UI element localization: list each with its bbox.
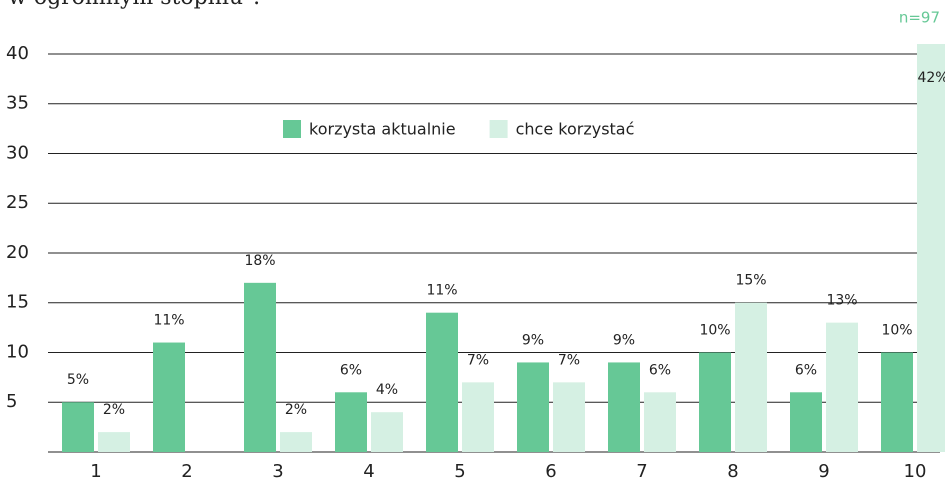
bar bbox=[371, 412, 403, 452]
bar bbox=[917, 44, 945, 452]
y-tick-label: 15 bbox=[6, 292, 29, 313]
bar bbox=[881, 352, 913, 452]
y-tick-label: 10 bbox=[6, 341, 29, 362]
value-label: 15% bbox=[735, 273, 766, 289]
x-tick-label: 3 bbox=[272, 461, 283, 482]
value-label: 6% bbox=[340, 362, 362, 378]
bar bbox=[280, 432, 312, 452]
x-tick-label: 5 bbox=[454, 461, 465, 482]
bar bbox=[335, 392, 367, 452]
x-tick-label: 4 bbox=[363, 461, 374, 482]
legend-swatch bbox=[283, 120, 301, 138]
bar bbox=[62, 402, 94, 452]
y-tick-label: 20 bbox=[6, 242, 29, 263]
y-tick-label: 25 bbox=[6, 192, 29, 213]
value-label: 18% bbox=[244, 253, 275, 269]
bar bbox=[244, 282, 276, 452]
value-label: 2% bbox=[103, 402, 125, 418]
value-label: 13% bbox=[826, 293, 857, 309]
bar bbox=[153, 342, 185, 452]
value-label: 11% bbox=[153, 313, 184, 329]
bar bbox=[826, 322, 858, 452]
bar bbox=[98, 432, 130, 452]
bar bbox=[644, 392, 676, 452]
value-label: 5% bbox=[67, 372, 89, 388]
value-label: 10% bbox=[699, 322, 730, 338]
x-tick-label: 1 bbox=[90, 461, 101, 482]
value-label: 6% bbox=[795, 362, 817, 378]
x-tick-label: 7 bbox=[636, 461, 647, 482]
value-label: 6% bbox=[649, 362, 671, 378]
value-label: 2% bbox=[285, 402, 307, 418]
sample-size: n=97 bbox=[899, 9, 940, 27]
bar bbox=[462, 382, 494, 452]
legend-label: chce korzystać bbox=[516, 120, 635, 139]
bar bbox=[553, 382, 585, 452]
bar bbox=[608, 362, 640, 452]
x-tick-label: 9 bbox=[818, 461, 829, 482]
legend-label: korzysta aktualnie bbox=[309, 120, 456, 139]
x-tick-label: 10 bbox=[904, 461, 927, 482]
value-label: 42% bbox=[917, 70, 945, 86]
x-tick-label: 8 bbox=[727, 461, 738, 482]
bar bbox=[426, 312, 458, 452]
chart-title: w ogromnym stopniu". bbox=[8, 0, 260, 10]
value-label: 4% bbox=[376, 382, 398, 398]
y-tick-label: 40 bbox=[6, 43, 29, 64]
y-tick-label: 35 bbox=[6, 93, 29, 114]
bar bbox=[699, 352, 731, 452]
x-tick-label: 2 bbox=[181, 461, 192, 482]
bar bbox=[517, 362, 549, 452]
y-tick-label: 30 bbox=[6, 142, 29, 163]
x-tick-label: 6 bbox=[545, 461, 556, 482]
value-label: 9% bbox=[613, 332, 635, 348]
bar bbox=[790, 392, 822, 452]
legend-swatch bbox=[489, 120, 508, 138]
value-label: 9% bbox=[522, 332, 544, 348]
y-tick-label: 5 bbox=[6, 391, 17, 412]
value-label: 11% bbox=[426, 283, 457, 299]
bar bbox=[735, 302, 767, 452]
value-label: 10% bbox=[881, 322, 912, 338]
value-label: 7% bbox=[558, 352, 580, 368]
value-label: 7% bbox=[467, 352, 489, 368]
